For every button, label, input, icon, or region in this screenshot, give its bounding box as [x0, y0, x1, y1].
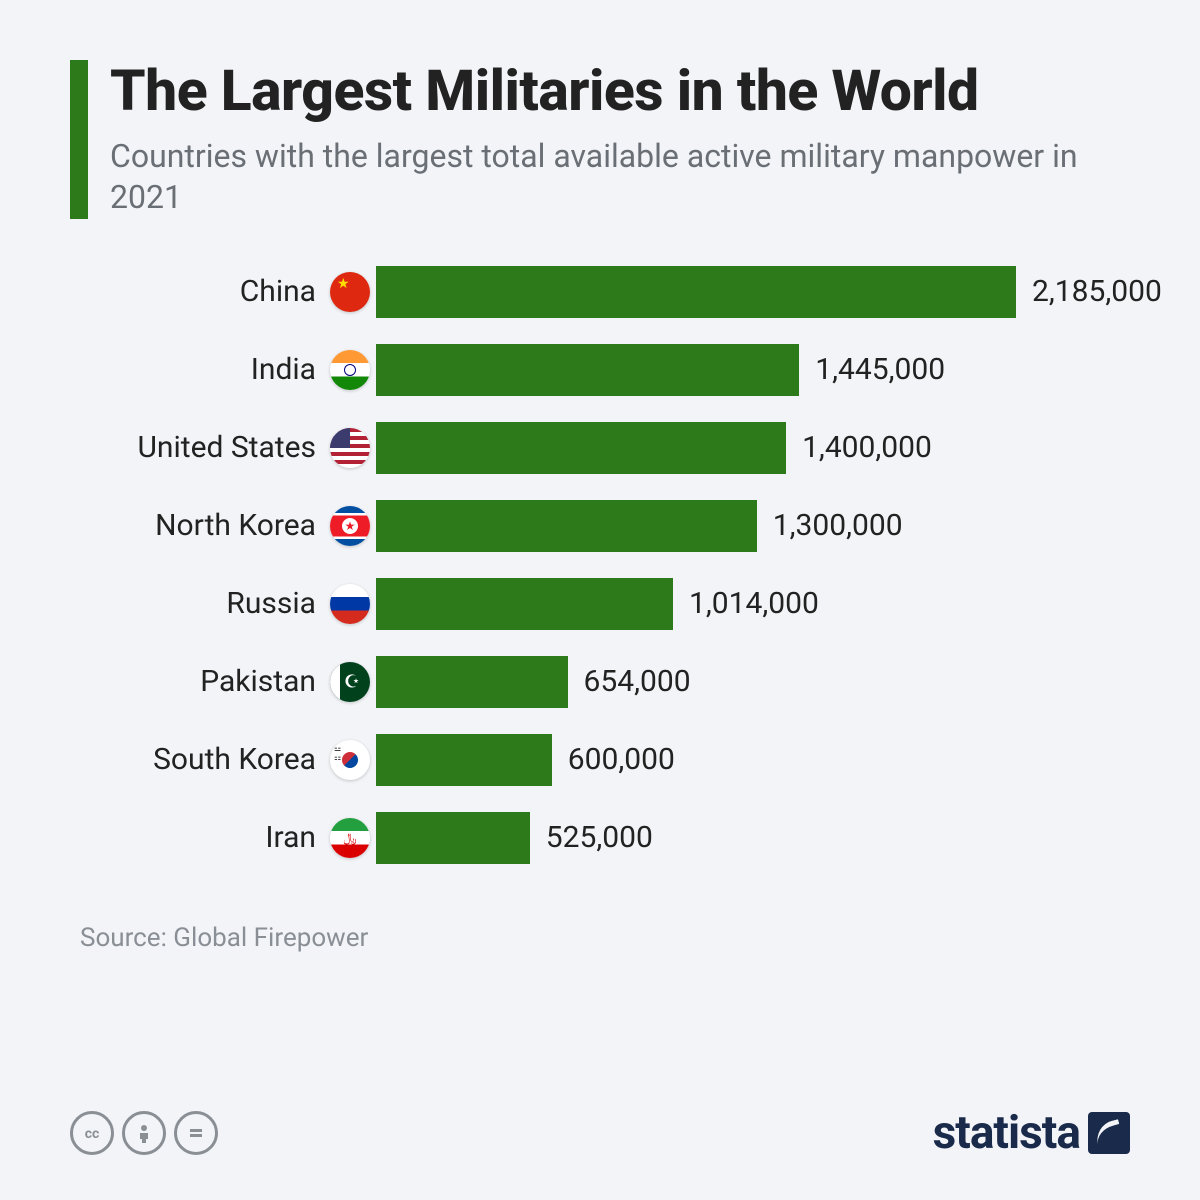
bar	[376, 656, 568, 708]
bar-column: 525,000	[370, 812, 1130, 864]
label-column: United States	[80, 428, 370, 468]
chart-row: China2,185,000	[80, 263, 1130, 321]
footer: cc statista	[70, 1106, 1130, 1160]
flag-icon	[330, 506, 370, 546]
chart-row: Pakistan 654,000	[80, 653, 1130, 711]
accent-bar	[70, 60, 88, 219]
country-label: Pakistan	[200, 664, 316, 699]
bar-column: 1,445,000	[370, 344, 1130, 396]
bar	[376, 734, 552, 786]
statista-logo: statista	[933, 1106, 1130, 1160]
title-block: The Largest Militaries in the World Coun…	[110, 60, 1130, 219]
nd-icon	[174, 1111, 218, 1155]
bar-column: 1,300,000	[370, 500, 1130, 552]
chart-title: The Largest Militaries in the World	[110, 60, 1130, 122]
label-column: Iran	[80, 818, 370, 858]
value-label: 1,400,000	[802, 430, 932, 465]
flag-icon	[330, 662, 370, 702]
label-column: India	[80, 350, 370, 390]
value-label: 1,300,000	[773, 508, 903, 543]
value-label: 1,014,000	[689, 586, 819, 621]
chart-row: South Korea 600,000	[80, 731, 1130, 789]
bar	[376, 578, 673, 630]
bar-column: 654,000	[370, 656, 1130, 708]
cc-icon: cc	[70, 1111, 114, 1155]
source-text: Source: Global Firepower	[70, 923, 1130, 953]
chart-row: Iran 525,000	[80, 809, 1130, 867]
chart-row: United States 1,400,000	[80, 419, 1130, 477]
flag-icon	[330, 584, 370, 624]
chart-subtitle: Countries with the largest total availab…	[110, 136, 1130, 219]
value-label: 600,000	[568, 742, 675, 777]
label-column: North Korea	[80, 506, 370, 546]
country-label: North Korea	[155, 508, 316, 543]
bar	[376, 422, 786, 474]
bar-column: 2,185,000	[370, 266, 1162, 318]
label-column: South Korea	[80, 740, 370, 780]
flag-icon	[330, 428, 370, 468]
value-label: 1,445,000	[815, 352, 945, 387]
country-label: Iran	[265, 820, 316, 855]
bar-column: 600,000	[370, 734, 1130, 786]
header: The Largest Militaries in the World Coun…	[70, 60, 1130, 219]
chart-row: North Korea 1,300,000	[80, 497, 1130, 555]
chart-row: Russia 1,014,000	[80, 575, 1130, 633]
chart-row: India 1,445,000	[80, 341, 1130, 399]
infographic-container: The Largest Militaries in the World Coun…	[0, 0, 1200, 1200]
country-label: China	[240, 274, 316, 309]
bar	[376, 344, 799, 396]
country-label: India	[251, 352, 316, 387]
statista-wave-icon	[1088, 1112, 1130, 1154]
value-label: 654,000	[584, 664, 691, 699]
flag-icon	[330, 818, 370, 858]
bar	[376, 266, 1016, 318]
value-label: 525,000	[546, 820, 653, 855]
label-column: China	[80, 272, 370, 312]
label-column: Pakistan	[80, 662, 370, 702]
flag-icon	[330, 272, 370, 312]
statista-text: statista	[933, 1106, 1080, 1160]
svg-text:cc: cc	[85, 1126, 100, 1142]
bar	[376, 500, 757, 552]
bar	[376, 812, 530, 864]
bar-column: 1,014,000	[370, 578, 1130, 630]
license-icons: cc	[70, 1111, 218, 1155]
by-icon	[122, 1111, 166, 1155]
value-label: 2,185,000	[1032, 274, 1162, 309]
flag-icon	[330, 350, 370, 390]
label-column: Russia	[80, 584, 370, 624]
flag-icon	[330, 740, 370, 780]
country-label: Russia	[226, 586, 316, 621]
bar-chart: China2,185,000 India 1,445,000 United State…	[70, 263, 1130, 867]
country-label: South Korea	[153, 742, 316, 777]
country-label: United States	[137, 430, 316, 465]
bar-column: 1,400,000	[370, 422, 1130, 474]
